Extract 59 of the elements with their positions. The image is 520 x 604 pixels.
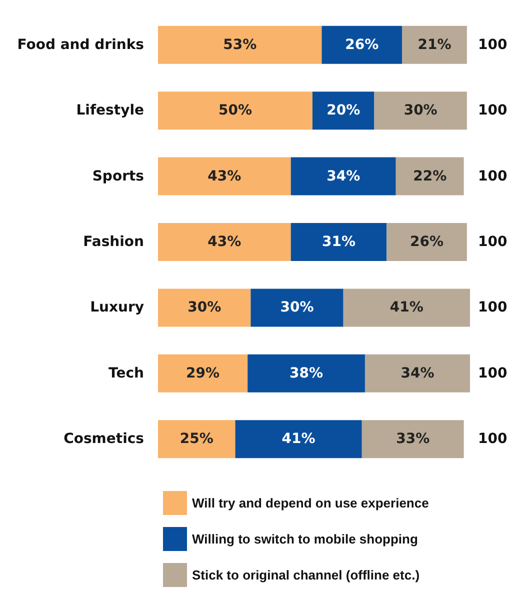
bar bbox=[312, 92, 374, 130]
data-label: 43% bbox=[208, 168, 242, 184]
bar bbox=[235, 420, 362, 458]
bar bbox=[158, 92, 312, 130]
data-label: 30% bbox=[188, 300, 222, 316]
data-label: 22% bbox=[413, 168, 447, 184]
y-tick-label: Cosmetics bbox=[64, 431, 144, 448]
data-label: 29% bbox=[186, 365, 220, 382]
bar bbox=[374, 92, 467, 130]
total-label: 100 bbox=[478, 365, 508, 382]
data-label: 50% bbox=[218, 102, 252, 119]
y-tick-label: Lifestyle bbox=[76, 102, 144, 119]
total-label: 100 bbox=[478, 102, 508, 119]
bar bbox=[290, 157, 396, 196]
legend-label: Stick to original channel (offline etc.) bbox=[192, 568, 420, 582]
legend-label: Will try and depend on use experience bbox=[192, 496, 429, 510]
data-label: 30% bbox=[404, 102, 438, 119]
total-label: 100 bbox=[478, 300, 508, 316]
bar bbox=[402, 26, 467, 64]
total-label: 100 bbox=[478, 431, 508, 448]
data-label: 34% bbox=[400, 365, 434, 382]
data-label: 41% bbox=[390, 300, 424, 316]
bar bbox=[364, 354, 470, 392]
data-label: 38% bbox=[290, 365, 324, 382]
data-label: 30% bbox=[280, 300, 314, 316]
y-tick-label: Luxury bbox=[90, 300, 144, 316]
bar bbox=[396, 157, 464, 196]
total-label: 100 bbox=[478, 36, 508, 53]
data-label: 53% bbox=[223, 36, 257, 53]
bar bbox=[158, 26, 322, 64]
data-label: 26% bbox=[410, 234, 444, 250]
bar bbox=[158, 420, 236, 458]
legend-label: Willing to switch to mobile shopping bbox=[192, 532, 418, 546]
total-label: 100 bbox=[478, 168, 508, 184]
bar bbox=[386, 223, 467, 261]
bar bbox=[290, 223, 387, 261]
y-tick-label: Food and drinks bbox=[17, 36, 144, 53]
bar bbox=[322, 26, 402, 64]
y-tick-label: Fashion bbox=[83, 234, 144, 250]
bar bbox=[158, 157, 291, 196]
y-tick-label: Sports bbox=[92, 168, 144, 184]
data-label: 20% bbox=[326, 102, 360, 119]
data-label: 26% bbox=[345, 36, 379, 53]
bar bbox=[250, 288, 344, 327]
bar bbox=[362, 420, 464, 458]
bar bbox=[343, 288, 470, 327]
bar bbox=[158, 354, 248, 392]
y-tick-label: Tech bbox=[108, 365, 144, 382]
bar bbox=[248, 354, 365, 392]
bar bbox=[158, 223, 291, 261]
data-label: 33% bbox=[396, 431, 430, 448]
data-label: 43% bbox=[208, 234, 242, 250]
data-label: 21% bbox=[418, 36, 452, 53]
data-label: 25% bbox=[180, 431, 214, 448]
data-label: 31% bbox=[322, 234, 356, 250]
data-label: 41% bbox=[282, 431, 316, 448]
total-label: 100 bbox=[478, 234, 508, 250]
bar bbox=[158, 288, 251, 327]
data-label: 34% bbox=[326, 168, 360, 184]
